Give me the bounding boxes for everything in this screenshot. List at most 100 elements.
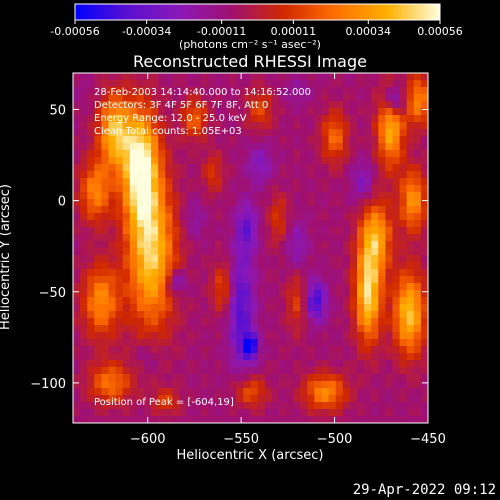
heatmap-cell <box>144 192 152 200</box>
heatmap-cell <box>165 227 173 235</box>
heatmap-cell <box>151 311 159 319</box>
heatmap-cell <box>186 311 195 319</box>
heatmap-cell <box>73 115 81 123</box>
heatmap-cell <box>129 192 138 200</box>
heatmap-cell <box>179 416 188 423</box>
heatmap-cell <box>300 353 308 361</box>
heatmap-cell <box>264 409 273 417</box>
heatmap-cell <box>243 346 252 354</box>
heatmap-cell <box>385 101 394 109</box>
heatmap-cell <box>229 325 237 333</box>
heatmap-cell <box>371 241 379 249</box>
heatmap-cell <box>165 395 173 403</box>
heatmap-cell <box>179 122 188 130</box>
heatmap-cell <box>399 227 408 235</box>
heatmap-cell <box>94 353 102 361</box>
heatmap-cell <box>321 213 330 221</box>
heatmap-cell <box>257 234 266 242</box>
heatmap-cell <box>342 318 351 326</box>
heatmap-cell <box>420 381 428 389</box>
heatmap-cell <box>314 402 323 410</box>
heatmap-cell <box>136 129 145 137</box>
heatmap-cell <box>115 416 124 423</box>
heatmap-cell <box>335 318 344 326</box>
heatmap-cell <box>158 248 166 256</box>
heatmap-cell <box>328 227 337 235</box>
heatmap-cell <box>165 164 173 172</box>
heatmap-cell <box>385 248 394 256</box>
heatmap-cell <box>293 220 301 228</box>
heatmap-cell <box>158 339 166 347</box>
heatmap-cell <box>94 220 102 228</box>
heatmap-cell <box>399 402 408 410</box>
heatmap-cell <box>307 136 315 144</box>
heatmap-cell <box>179 199 188 207</box>
heatmap-cell <box>413 220 422 228</box>
heatmap-cell <box>250 381 259 389</box>
heatmap-cell <box>94 164 102 172</box>
heatmap-cell <box>94 409 102 417</box>
y-tick-label: −100 <box>30 377 66 392</box>
heatmap-cell <box>406 122 415 130</box>
heatmap-cell <box>278 374 287 382</box>
heatmap-cell <box>420 87 428 95</box>
heatmap-cell <box>257 409 266 417</box>
heatmap-cell <box>357 374 365 382</box>
heatmap-cell <box>300 108 308 116</box>
heatmap-cell <box>136 339 145 347</box>
heatmap-cell <box>165 192 173 200</box>
heatmap-cell <box>357 129 365 137</box>
heatmap-cell <box>349 241 358 249</box>
heatmap-cell <box>87 388 95 396</box>
heatmap-cell <box>385 129 394 137</box>
heatmap-cell <box>349 157 358 165</box>
heatmap-cell <box>243 388 252 396</box>
heatmap-cell <box>278 122 287 130</box>
heatmap-cell <box>94 416 102 423</box>
heatmap-cell <box>413 136 422 144</box>
heatmap-cell <box>179 220 188 228</box>
heatmap-cell <box>250 234 259 242</box>
heatmap-cell <box>321 269 330 277</box>
heatmap-cell <box>144 185 152 193</box>
heatmap-cell <box>165 122 173 130</box>
heatmap-cell <box>357 87 365 95</box>
heatmap-cell <box>229 304 237 312</box>
heatmap-cell <box>215 353 223 361</box>
heatmap-cell <box>101 234 110 242</box>
heatmap-cell <box>328 269 337 277</box>
heatmap-cell <box>215 178 223 186</box>
heatmap-cell <box>186 346 195 354</box>
heatmap-cell <box>158 255 166 263</box>
heatmap-cell <box>229 262 237 270</box>
heatmap-cell <box>413 248 422 256</box>
heatmap-cell <box>186 199 195 207</box>
heatmap-cell <box>243 276 252 284</box>
heatmap-cell <box>321 367 330 375</box>
heatmap-cell <box>158 150 166 158</box>
heatmap-cell <box>314 150 323 158</box>
heatmap-cell <box>193 220 202 228</box>
heatmap-cell <box>342 248 351 256</box>
heatmap-cell <box>328 115 337 123</box>
heatmap-cell <box>392 346 401 354</box>
heatmap-cell <box>278 150 287 158</box>
heatmap-cell <box>236 262 244 270</box>
heatmap-cell <box>158 206 166 214</box>
heatmap-cell <box>271 283 280 291</box>
heatmap-cell <box>236 234 244 242</box>
heatmap-cell <box>406 150 415 158</box>
heatmap-cell <box>136 381 145 389</box>
heatmap-cell <box>250 332 259 340</box>
heatmap-cell <box>144 409 152 417</box>
heatmap-cell <box>392 213 401 221</box>
heatmap-cell <box>179 269 188 277</box>
heatmap-cell <box>73 178 81 186</box>
heatmap-cell <box>357 178 365 186</box>
heatmap-cell <box>73 255 81 263</box>
heatmap-cell <box>129 381 138 389</box>
heatmap-cell <box>321 192 330 200</box>
heatmap-cell <box>307 409 315 417</box>
heatmap-cell <box>406 283 415 291</box>
heatmap-cell <box>80 241 88 249</box>
